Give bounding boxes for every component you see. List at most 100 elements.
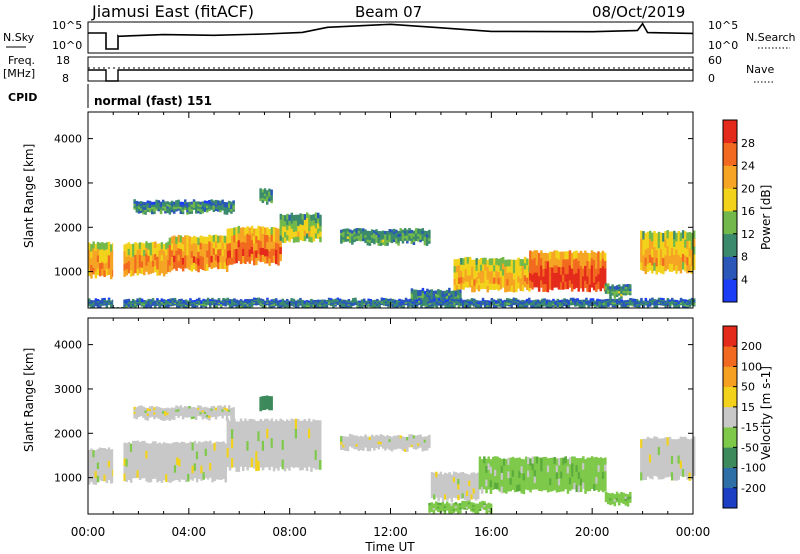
time-tick-label-3: 12:00 [373,525,408,539]
nsky-trace [88,22,694,50]
power-ytick-label-0: 1000 [54,266,82,279]
time-tick-label-0: 00:00 [71,525,106,539]
velocity-region-7 [640,436,696,481]
freq-label-line1: Freq. [8,54,35,67]
time-axis-label: Time UT [364,540,415,554]
power-ytick-label-1: 2000 [54,221,82,234]
power-region-0 [88,241,115,280]
velocity-data-gap [113,319,124,513]
nsky-label: N.Sky [3,31,35,44]
velocity-region-4 [430,471,480,503]
velocity-colorbar-swatch-0 [723,487,737,509]
power-colorbar-swatch-2 [723,233,737,257]
time-tick-label-1: 04:00 [172,525,207,539]
power-colorbar: 4 8 12 16 20 24 28 [722,119,755,303]
power-range-axis: 1000 2000 3000 4000 [54,112,694,308]
nsearch-label: N.Search [746,31,796,44]
time-tick-label-5: 20:00 [575,525,610,539]
power-data-gap [113,113,124,307]
velocity-colorbar-frame [722,325,738,509]
power-region-5 [340,228,431,246]
power-colorbar-tick-label-0: 4 [741,273,748,286]
freq-label-line2: [MHz] [3,67,35,80]
nsky-tick-top: 10^5 [52,19,82,32]
cpid-label: CPID [8,91,37,104]
cpid-value: normal (fast) 151 [94,94,212,108]
nsky-tick-bottom: 10^0 [52,39,82,52]
velocity-colorbar-tick-label-3: 15 [741,401,755,414]
freq-panel-frame [87,56,694,82]
power-colorbar-tick-label-6: 28 [741,137,755,150]
velocity-colorbar-swatch-2 [723,447,737,468]
velocity-region-2 [226,418,322,472]
time-tick-label-4: 16:00 [474,525,509,539]
time-axis: 00:00 04:00 08:00 12:00 16:00 20:00 00:00 [71,525,711,539]
beam-title: Beam 07 [355,3,422,21]
power-region-2 [168,234,229,273]
velocity-colorbar-tick-label-2: 50 [741,381,755,394]
power-colorbar-tick-label-3: 16 [741,205,755,218]
nave-label: Nave [746,63,774,76]
date-title: 08/Oct/2019 [592,3,685,21]
power-colorbar-swatch-0 [723,279,737,303]
velocity-colorbar-swatch-1 [723,467,737,489]
nave-tick-bottom: 0 [708,72,715,85]
power-ylabel: Slant Range [km] [22,144,36,248]
power-colorbar-tick-label-4: 20 [741,182,755,195]
power-ytick-label-2: 3000 [54,177,82,190]
nsearch-tick-bottom: 10^0 [708,39,738,52]
velocity-colorbar-swatch-5 [723,386,737,408]
power-colorbar-tick-label-1: 8 [741,251,748,264]
power-colorbar-label: Power [dB] [759,185,773,250]
freq-tick-top: 18 [56,54,70,67]
power-region-1 [123,241,170,277]
power-colorbar-tick-label-5: 24 [741,160,755,173]
power-colorbar-swatch-6 [723,142,737,166]
power-colorbar-tick-label-2: 12 [741,228,755,241]
velocity-region-0 [88,447,115,485]
velocity-region-1 [123,440,227,483]
velocity-region-5 [478,456,607,495]
freq-tick-bottom: 8 [62,72,69,85]
velocity-colorbar-tick-label-0: 200 [741,340,762,353]
velocity-region-3 [340,433,431,452]
velocity-region-6 [604,491,632,507]
power-region-6 [453,256,531,293]
power-colorbar-swatch-7 [723,120,737,144]
power-ytick-label-3: 4000 [54,133,82,146]
power-region-3 [226,225,282,266]
power-colorbar-swatch-4 [723,188,737,212]
velocity-colorbar-tick-label-5: -50 [741,441,759,454]
power-region-7 [529,250,607,293]
velocity-colorbar-tick-label-7: -200 [741,482,766,495]
power-colorbar-swatch-5 [723,165,737,189]
power-region-13 [88,297,696,309]
power-heatmap-data [88,113,696,309]
velocity-ytick-label-2: 3000 [54,383,82,396]
nave-tick-top: 60 [708,54,722,67]
velocity-ytick-label-3: 4000 [54,339,82,352]
power-region-11 [259,188,273,205]
velocity-colorbar-swatch-3 [723,427,737,448]
time-tick-label-2: 08:00 [272,525,307,539]
power-colorbar-swatch-3 [723,211,737,235]
power-region-10 [133,199,235,215]
velocity-colorbar: 200 100 50 15 -15 -50 -100 -200 [722,325,766,509]
power-region-8 [604,283,632,299]
velocity-colorbar-label: Velocity [m s-1] [759,366,773,460]
velocity-colorbar-swatch-7 [723,346,737,367]
velocity-colorbar-swatch-4 [723,406,737,428]
freq-trace [88,69,693,82]
station-title: Jiamusi East (fitACF) [91,2,254,21]
time-tick-label-6: 00:00 [676,525,711,539]
power-region-9 [640,230,696,275]
velocity-heatmap-data [88,319,696,515]
velocity-ylabel: Slant Range [km] [22,348,36,452]
power-colorbar-swatch-1 [723,256,737,280]
velocity-ytick-label-1: 2000 [54,427,82,440]
velocity-colorbar-swatch-6 [723,366,737,387]
velocity-region-9 [259,395,273,412]
velocity-colorbar-swatch-8 [723,326,737,347]
velocity-colorbar-tick-label-6: -100 [741,462,766,475]
